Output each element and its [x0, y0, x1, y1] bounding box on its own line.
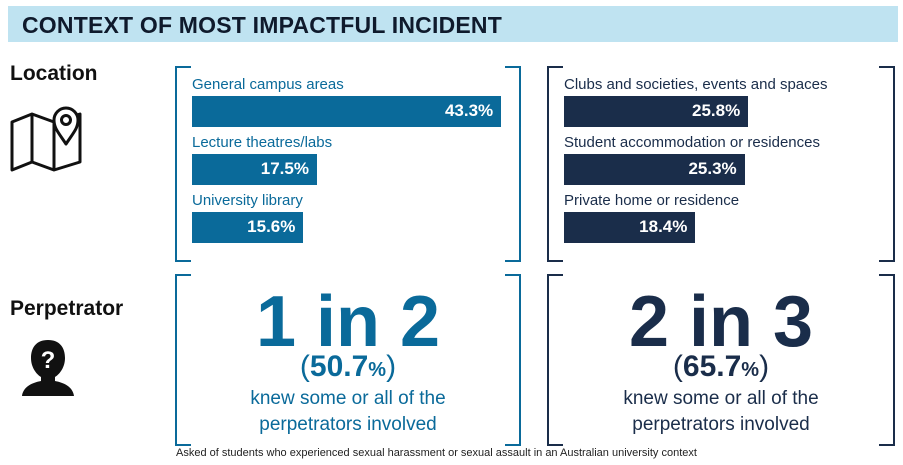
- bar-category-label: General campus areas: [192, 76, 344, 93]
- stat-description: knew some or all of the perpetrators inv…: [250, 388, 446, 435]
- location-label: Location: [10, 62, 98, 85]
- bar-category-label: Clubs and societies, events and spaces: [564, 76, 828, 93]
- bracket-right: [505, 274, 521, 446]
- stat-headline: 1 in 2: [255, 282, 441, 362]
- footnote: Asked of students who experienced sexual…: [176, 447, 697, 459]
- stat-headline: 2 in 3: [628, 282, 814, 362]
- location-panel-campus: General campus areas 43.3% Lecture theatre…: [175, 66, 521, 262]
- map-pin-icon: [8, 104, 84, 177]
- stat-percent: (65.7%): [672, 350, 770, 383]
- bar-category-label: University library: [192, 192, 303, 209]
- stat-description: knew some or all of the perpetrators inv…: [623, 388, 819, 435]
- bar-value-label: 25.8%: [692, 101, 741, 120]
- bar-value-label: 18.4%: [639, 217, 688, 236]
- bar-category-label: Lecture theatres/labs: [192, 134, 333, 151]
- bracket-left: [175, 66, 191, 262]
- bracket-left: [175, 274, 191, 446]
- bar-category-label: Student accommodation or residences: [564, 134, 820, 151]
- bracket-left: [547, 66, 563, 262]
- svg-text:?: ?: [41, 347, 56, 374]
- bar-category-label: Private home or residence: [564, 192, 740, 209]
- bar-value-label: 25.3%: [688, 159, 737, 178]
- bracket-left: [547, 274, 563, 446]
- bar-value-label: 43.3%: [444, 101, 494, 120]
- perpetrator-panel-2: 2 in 3 (65.7%) knew some or all of the p…: [547, 274, 895, 446]
- perpetrator-label: Perpetrator: [10, 297, 124, 320]
- bar: 25.3%: [564, 154, 745, 185]
- bar: 43.3%: [192, 96, 502, 127]
- bracket-right: [879, 274, 895, 446]
- bracket-right: [879, 66, 895, 262]
- page-title: CONTEXT OF MOST IMPACTFUL INCIDENT: [22, 12, 502, 38]
- bracket-right: [505, 66, 521, 262]
- person-question-icon: ?: [20, 338, 76, 403]
- stat-percent: (50.7%): [299, 350, 397, 383]
- bar: 15.6%: [192, 212, 304, 243]
- location-panel-offcampus: Clubs and societies, events and spaces 25…: [547, 66, 895, 262]
- bar-value-label: 15.6%: [247, 217, 296, 236]
- title-bar: CONTEXT OF MOST IMPACTFUL INCIDENT: [8, 6, 898, 42]
- bar: 25.8%: [564, 96, 749, 127]
- bar: 17.5%: [192, 154, 317, 185]
- perpetrator-panel-1: 1 in 2 (50.7%) knew some or all of the p…: [175, 274, 521, 446]
- bar: 18.4%: [564, 212, 696, 243]
- bar-value-label: 17.5%: [260, 159, 309, 178]
